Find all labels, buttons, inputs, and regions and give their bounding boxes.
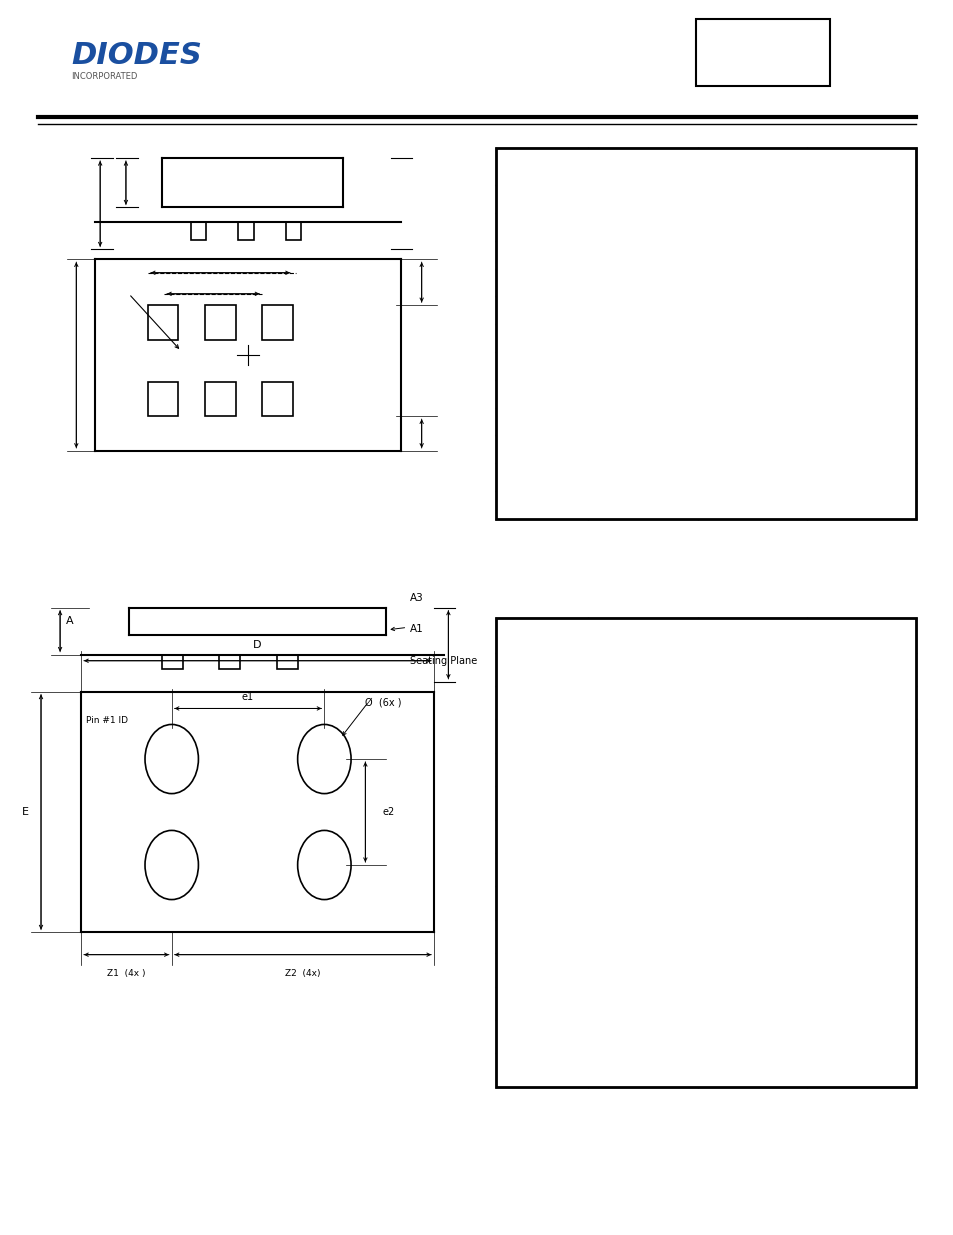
Bar <box>205 382 235 416</box>
Text: Z1  (4x ): Z1 (4x ) <box>107 969 146 978</box>
Bar <box>162 655 183 669</box>
Text: Seating Plane: Seating Plane <box>410 656 476 666</box>
Circle shape <box>297 725 351 794</box>
Text: e2: e2 <box>382 806 395 818</box>
Bar <box>238 222 253 240</box>
Bar <box>496 148 915 519</box>
Bar <box>262 305 293 340</box>
Text: Ø  (6x ): Ø (6x ) <box>365 698 401 708</box>
Text: Z2  (4x): Z2 (4x) <box>285 969 320 978</box>
Bar <box>286 222 301 240</box>
Circle shape <box>145 725 198 794</box>
Text: A: A <box>66 616 73 626</box>
Bar <box>148 305 178 340</box>
Text: A1: A1 <box>410 624 423 634</box>
Bar <box>148 382 178 416</box>
Circle shape <box>297 830 351 899</box>
Bar <box>276 655 297 669</box>
Circle shape <box>145 830 198 899</box>
Bar <box>496 618 915 1087</box>
Text: e1: e1 <box>242 693 253 703</box>
Text: DIODES: DIODES <box>71 41 202 70</box>
Text: D: D <box>253 640 261 650</box>
Bar <box>262 382 293 416</box>
Text: INCORPORATED: INCORPORATED <box>71 72 138 82</box>
Text: Pin #1 ID: Pin #1 ID <box>86 716 128 725</box>
Text: A3: A3 <box>410 593 423 603</box>
Bar <box>696 19 829 86</box>
Bar <box>205 305 235 340</box>
Text: E: E <box>22 806 29 818</box>
Bar <box>191 222 206 240</box>
Bar <box>219 655 240 669</box>
